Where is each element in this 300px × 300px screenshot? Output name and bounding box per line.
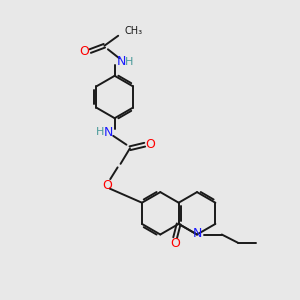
- Text: O: O: [80, 45, 89, 58]
- Text: N: N: [116, 56, 126, 68]
- Text: N: N: [193, 227, 203, 240]
- Text: CH₃: CH₃: [124, 26, 142, 36]
- Text: O: O: [102, 178, 112, 191]
- Text: O: O: [146, 138, 155, 151]
- Text: H: H: [96, 127, 104, 137]
- Text: H: H: [125, 57, 134, 67]
- Text: O: O: [170, 237, 180, 250]
- Text: N: N: [104, 125, 113, 139]
